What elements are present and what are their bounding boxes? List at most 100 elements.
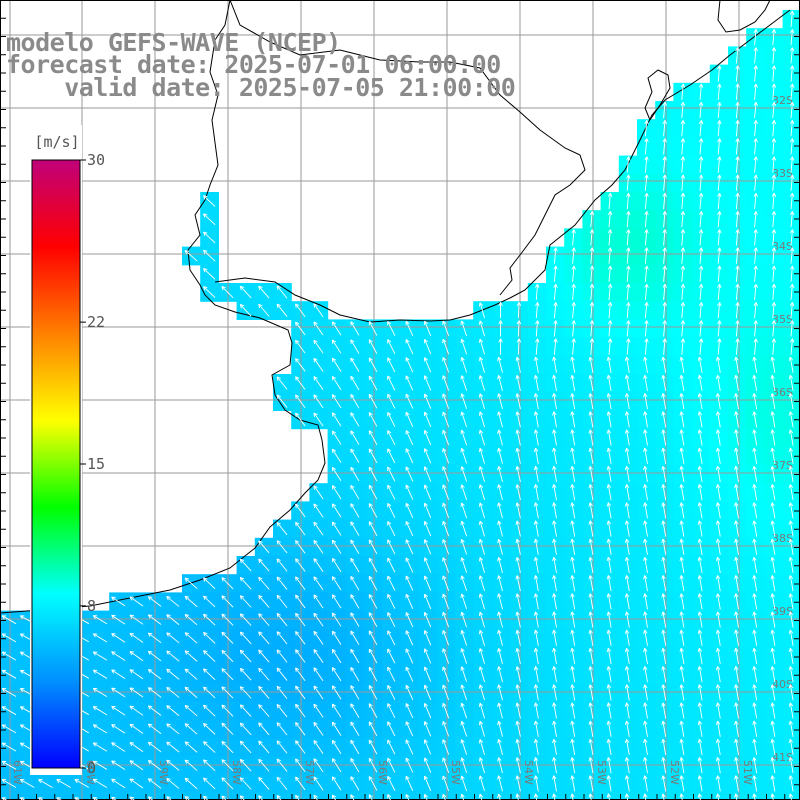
wind-arrow bbox=[497, 484, 503, 501]
wind-arrow bbox=[129, 596, 144, 607]
wind-arrow bbox=[258, 777, 270, 790]
wind-arrow bbox=[129, 705, 144, 716]
wind-arrow bbox=[147, 614, 162, 625]
wind-arrow bbox=[588, 775, 594, 792]
wind-arrow bbox=[405, 757, 414, 773]
wind-arrow bbox=[752, 502, 758, 519]
wind-arrow bbox=[789, 174, 795, 191]
wind-arrow bbox=[533, 629, 539, 646]
wind-arrow bbox=[735, 247, 740, 264]
wind-arrow bbox=[661, 393, 667, 410]
wind-arrow bbox=[497, 720, 503, 737]
wind-arrow bbox=[276, 758, 288, 772]
wind-arrow bbox=[662, 302, 667, 319]
wind-arrow bbox=[606, 484, 612, 501]
wind-arrow bbox=[350, 503, 360, 518]
wind-arrow bbox=[717, 138, 722, 155]
wind-arrow bbox=[753, 156, 758, 173]
wind-arrow bbox=[258, 704, 270, 718]
wind-arrow bbox=[570, 611, 576, 628]
wind-arrow bbox=[661, 720, 667, 737]
wind-arrow bbox=[92, 760, 108, 770]
wind-arrow bbox=[643, 429, 648, 446]
wind-arrow bbox=[607, 320, 613, 337]
wind-arrow bbox=[276, 394, 288, 408]
wind-arrow bbox=[515, 538, 521, 555]
wind-arrow bbox=[661, 556, 667, 574]
longitude-label: 57W bbox=[303, 760, 316, 785]
wind-arrow bbox=[111, 778, 126, 789]
wind-arrow bbox=[752, 374, 758, 392]
wind-arrow bbox=[570, 666, 576, 683]
wind-arrow bbox=[624, 757, 630, 774]
wind-arrow bbox=[606, 520, 612, 537]
wind-arrow bbox=[368, 357, 378, 373]
wind-arrow bbox=[1, 615, 17, 625]
latitude-label: 32S bbox=[772, 94, 793, 107]
wind-arrow bbox=[752, 556, 758, 574]
wind-arrow bbox=[515, 684, 521, 701]
wind-arrow bbox=[589, 302, 595, 319]
wind-arrow bbox=[497, 648, 503, 664]
wind-arrow bbox=[239, 631, 252, 645]
wind-arrow bbox=[570, 775, 576, 792]
wind-arrow bbox=[679, 484, 685, 501]
wind-arrow bbox=[350, 630, 360, 646]
wind-arrow bbox=[662, 192, 667, 210]
wind-arrow bbox=[717, 65, 722, 82]
wind-arrow bbox=[147, 723, 162, 735]
wind-arrow bbox=[626, 156, 631, 173]
wind-arrow bbox=[788, 593, 794, 610]
wind-arrow bbox=[350, 539, 360, 555]
wind-arrow bbox=[166, 741, 180, 753]
wind-arrow bbox=[129, 687, 144, 698]
wind-arrow bbox=[753, 101, 758, 119]
wind-arrow bbox=[313, 667, 324, 682]
wind-arrow bbox=[570, 393, 576, 410]
wind-arrow bbox=[239, 576, 252, 590]
wind-arrow bbox=[478, 447, 485, 464]
wind-arrow bbox=[770, 447, 776, 464]
wind-arrow bbox=[680, 174, 686, 191]
wind-arrow bbox=[203, 704, 216, 717]
wind-arrow bbox=[350, 721, 360, 737]
wind-arrow bbox=[698, 302, 704, 319]
wind-arrow bbox=[606, 647, 612, 665]
wind-arrow bbox=[717, 174, 722, 191]
wind-arrow bbox=[680, 229, 686, 246]
wind-arrow bbox=[535, 283, 540, 301]
wind-arrow bbox=[442, 702, 450, 719]
wind-arrow bbox=[1, 779, 17, 788]
wind-arrow bbox=[313, 357, 324, 372]
wind-arrow bbox=[258, 613, 270, 627]
wind-arrow bbox=[368, 503, 378, 518]
wind-arrow bbox=[789, 120, 795, 137]
wind-arrow bbox=[478, 757, 485, 774]
wind-arrow bbox=[129, 742, 144, 753]
wind-arrow bbox=[239, 722, 252, 736]
wind-arrow bbox=[588, 411, 594, 428]
wind-arrow bbox=[111, 614, 126, 625]
wind-arrow bbox=[533, 484, 539, 501]
wind-arrow bbox=[313, 412, 324, 427]
wind-arrow bbox=[515, 466, 521, 483]
wind-arrow bbox=[313, 630, 324, 645]
wind-arrow bbox=[698, 174, 704, 191]
wind-arrow bbox=[715, 702, 721, 719]
wind-arrow bbox=[661, 411, 667, 428]
wind-arrow bbox=[624, 429, 630, 446]
wind-arrow bbox=[331, 703, 342, 718]
wind-arrow bbox=[717, 101, 722, 119]
wind-arrow bbox=[1, 669, 17, 679]
wind-arrow bbox=[662, 101, 667, 119]
wind-arrow bbox=[533, 702, 539, 719]
wind-arrow bbox=[552, 484, 557, 501]
wind-arrow bbox=[734, 575, 739, 592]
wind-arrow bbox=[771, 29, 777, 46]
wind-arrow bbox=[752, 538, 758, 555]
wind-arrow bbox=[607, 338, 613, 355]
wind-arrow bbox=[624, 484, 630, 501]
wind-arrow bbox=[698, 211, 704, 228]
wind-arrow bbox=[715, 647, 721, 665]
wind-arrow bbox=[715, 666, 721, 683]
